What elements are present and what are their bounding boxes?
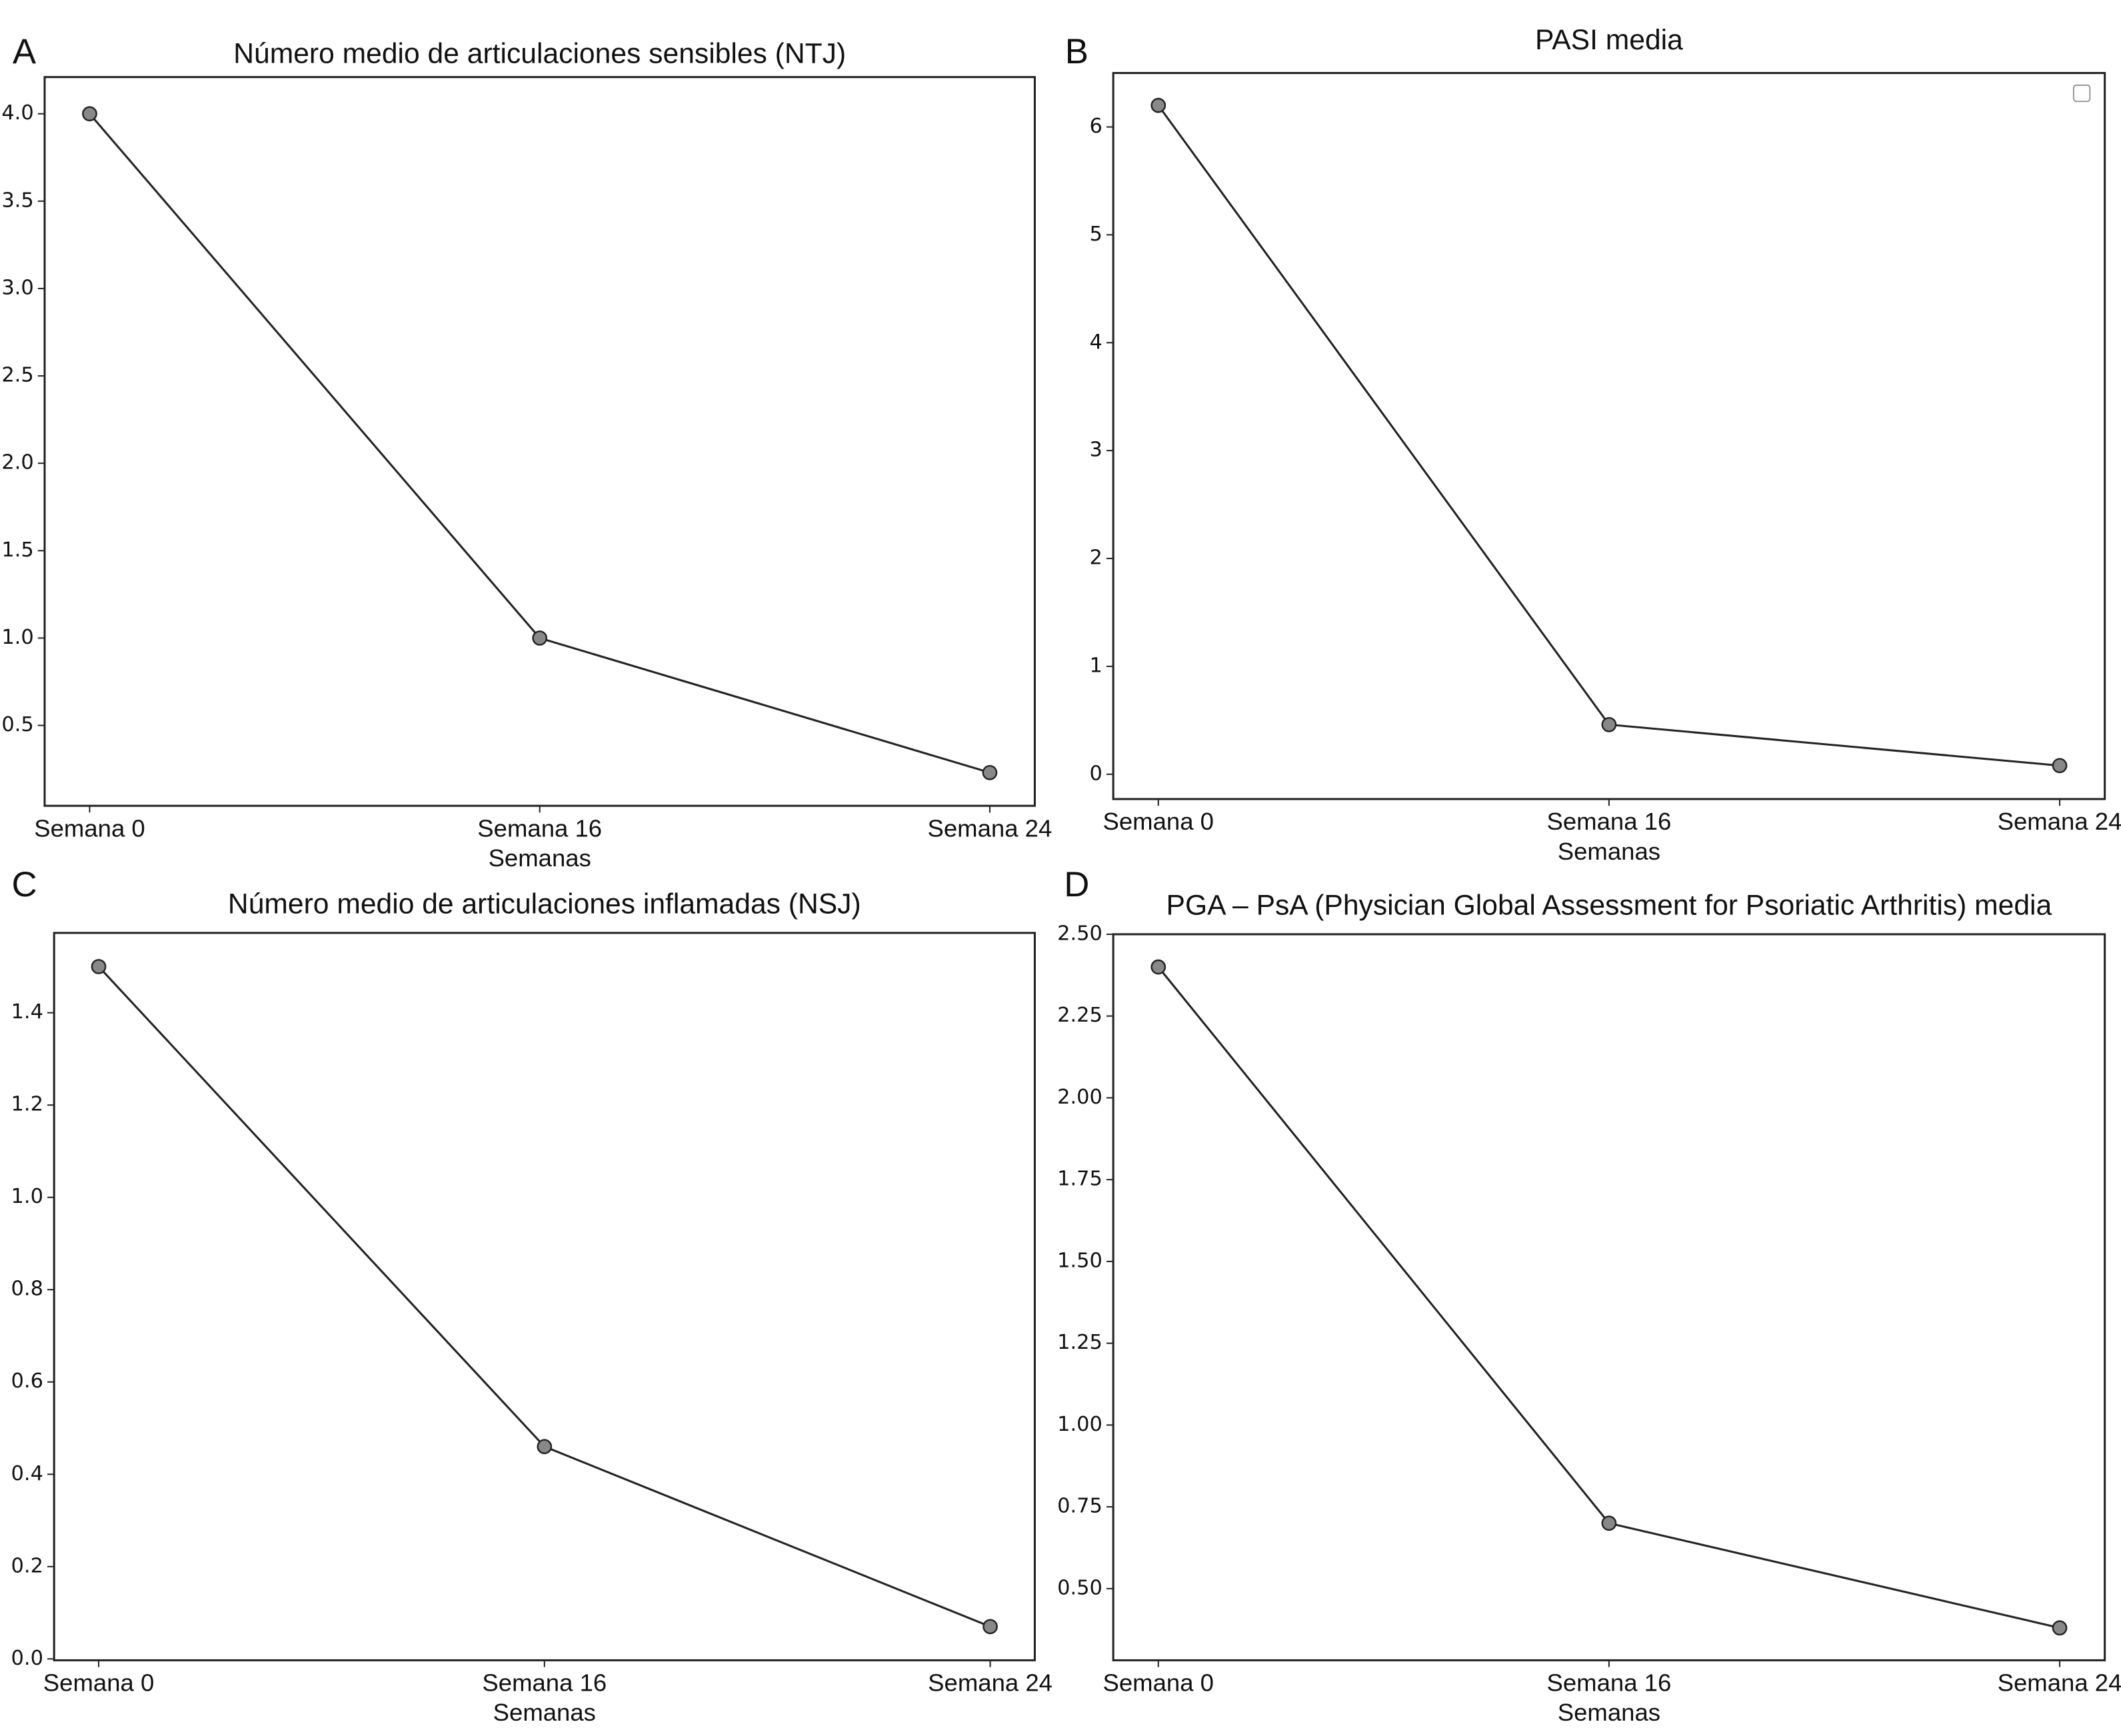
data-point <box>982 764 998 780</box>
y-tick-label: 1.5 <box>1 538 33 562</box>
plot-frame <box>1112 933 2106 1661</box>
panel-letter: B <box>1065 32 1088 71</box>
data-line <box>97 966 991 1628</box>
x-tick-label: Semana 24 <box>928 814 1053 842</box>
x-tick-label: Semana 24 <box>1998 808 2121 835</box>
y-tick-label: 0.6 <box>11 1369 43 1393</box>
y-tick-label: 1.2 <box>11 1093 43 1116</box>
chart-title: Número medio de articulaciones sensibles… <box>233 37 846 69</box>
y-tick-label: 1.75 <box>1057 1168 1102 1191</box>
y-tick-label: 0.2 <box>11 1554 43 1577</box>
data-point <box>532 630 548 646</box>
data-point <box>1601 1515 1617 1531</box>
data-point <box>91 959 107 974</box>
y-tick-label: 2.25 <box>1057 1004 1102 1027</box>
y-tick-label: 0.50 <box>1057 1576 1102 1599</box>
x-tick-label: Semana 0 <box>1103 1669 1214 1697</box>
data-point <box>82 106 97 122</box>
x-axis-label: Semanas <box>489 844 591 872</box>
y-tick-label: 0.5 <box>1 713 33 736</box>
x-tick-label: Semana 0 <box>34 814 145 842</box>
data-point <box>983 1619 998 1635</box>
data-point <box>537 1439 553 1455</box>
x-tick-label: Semana 0 <box>43 1669 154 1697</box>
y-tick-label: 1 <box>1090 654 1102 677</box>
data-point <box>1601 716 1617 732</box>
y-tick-label: 1.4 <box>11 1000 43 1024</box>
y-tick-label: 1.0 <box>1 626 33 649</box>
data-line <box>1157 105 2060 767</box>
y-tick-label: 4.0 <box>1 101 33 125</box>
legend-box <box>2072 84 2091 103</box>
y-tick-label: 1.25 <box>1057 1331 1102 1354</box>
y-tick-label: 2.0 <box>1 451 33 474</box>
y-tick-label: 3 <box>1090 438 1102 462</box>
y-tick-label: 1.00 <box>1057 1413 1102 1436</box>
chart-title: PGA – PsA (Physician Global Assessment f… <box>1166 890 2052 922</box>
data-point <box>2052 1620 2068 1636</box>
y-tick-label: 5 <box>1090 223 1102 246</box>
data-point <box>1150 97 1166 113</box>
y-tick-label: 0.8 <box>11 1278 43 1301</box>
y-tick-label: 2.5 <box>1 364 33 387</box>
panel-letter: A <box>13 32 37 71</box>
plot-frame <box>53 932 1036 1661</box>
chart-title: Número medio de articulaciones inflamada… <box>228 888 861 920</box>
x-tick-label: Semana 16 <box>1546 1669 1671 1697</box>
plot-frame <box>43 76 1036 807</box>
x-tick-label: Semana 16 <box>482 1669 607 1697</box>
x-axis-label: Semanas <box>1558 1699 1660 1726</box>
x-axis-label: Semanas <box>493 1699 596 1726</box>
x-tick-label: Semana 0 <box>1103 808 1214 835</box>
panel-letter: D <box>1064 865 1089 904</box>
y-tick-label: 4 <box>1090 331 1102 354</box>
x-tick-label: Semana 16 <box>477 814 602 842</box>
y-tick-label: 0.4 <box>11 1462 43 1485</box>
x-tick-label: Semana 24 <box>928 1669 1053 1697</box>
data-line <box>89 113 991 774</box>
y-tick-label: 3.0 <box>1 276 33 299</box>
plot-frame <box>1112 72 2106 800</box>
y-tick-label: 2.50 <box>1057 922 1102 945</box>
x-axis-label: Semanas <box>1558 838 1660 865</box>
data-point <box>1150 959 1166 975</box>
y-tick-label: 3.5 <box>1 189 33 212</box>
chart-title: PASI media <box>1535 24 1683 56</box>
y-tick-label: 1.0 <box>11 1185 43 1208</box>
y-tick-label: 2.00 <box>1057 1086 1102 1109</box>
x-tick-label: Semana 16 <box>1546 808 1671 835</box>
panel-letter: C <box>11 865 37 904</box>
y-tick-label: 6 <box>1090 115 1102 138</box>
y-tick-label: 2 <box>1090 546 1102 570</box>
x-tick-label: Semana 24 <box>1998 1669 2121 1697</box>
y-tick-label: 0.0 <box>11 1647 43 1670</box>
y-tick-label: 0.75 <box>1057 1495 1102 1518</box>
y-tick-label: 0 <box>1090 762 1102 785</box>
data-point <box>2052 758 2068 774</box>
y-tick-label: 1.50 <box>1057 1249 1102 1272</box>
